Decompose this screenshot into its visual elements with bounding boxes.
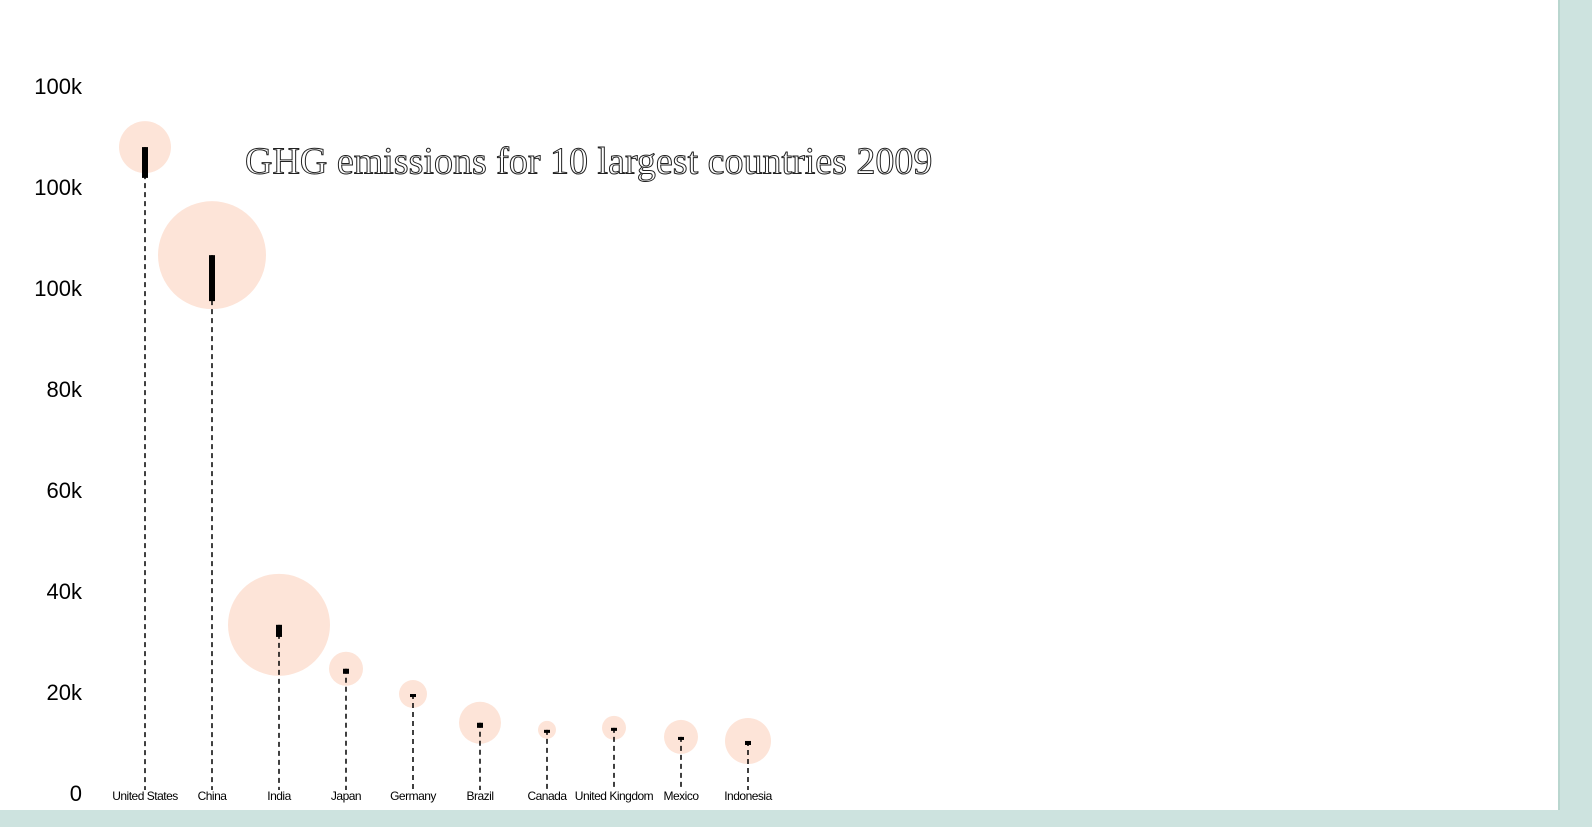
bar — [611, 727, 617, 731]
y-tick-label: 80k — [47, 377, 83, 402]
x-tick-label: China — [198, 789, 228, 803]
chart: GHG emissions for 10 largest countries 2… — [34, 74, 933, 806]
x-tick-label: Germany — [390, 789, 436, 803]
x-tick-label: India — [267, 789, 291, 803]
x-tick-label: Indonesia — [724, 789, 772, 803]
bar — [477, 722, 483, 728]
y-tick-label: 100k — [34, 276, 83, 301]
bar — [276, 624, 282, 637]
x-tick-label: Canada — [527, 789, 567, 803]
chart-panel: GHG emissions for 10 largest countries 2… — [0, 0, 1560, 810]
bar — [544, 729, 550, 733]
chart-title: GHG emissions for 10 largest countries 2… — [245, 141, 932, 183]
x-tick-label: United Kingdom — [575, 789, 654, 803]
x-tick-label: Japan — [331, 789, 361, 803]
y-tick-label: 100k — [34, 175, 83, 200]
y-tick-label: 0 — [70, 781, 82, 806]
x-tick-label: Mexico — [663, 789, 699, 803]
y-tick-label: 100k — [34, 74, 83, 99]
bar — [678, 736, 684, 740]
y-tick-label: 40k — [47, 579, 83, 604]
bar — [343, 668, 349, 674]
bar — [142, 147, 148, 178]
x-tick-label: United States — [112, 789, 178, 803]
y-tick-label: 60k — [47, 478, 83, 503]
x-tick-label: Brazil — [466, 789, 493, 803]
bar — [745, 740, 751, 746]
bar — [209, 255, 215, 302]
y-tick-label: 20k — [47, 680, 83, 705]
bar — [410, 694, 416, 698]
